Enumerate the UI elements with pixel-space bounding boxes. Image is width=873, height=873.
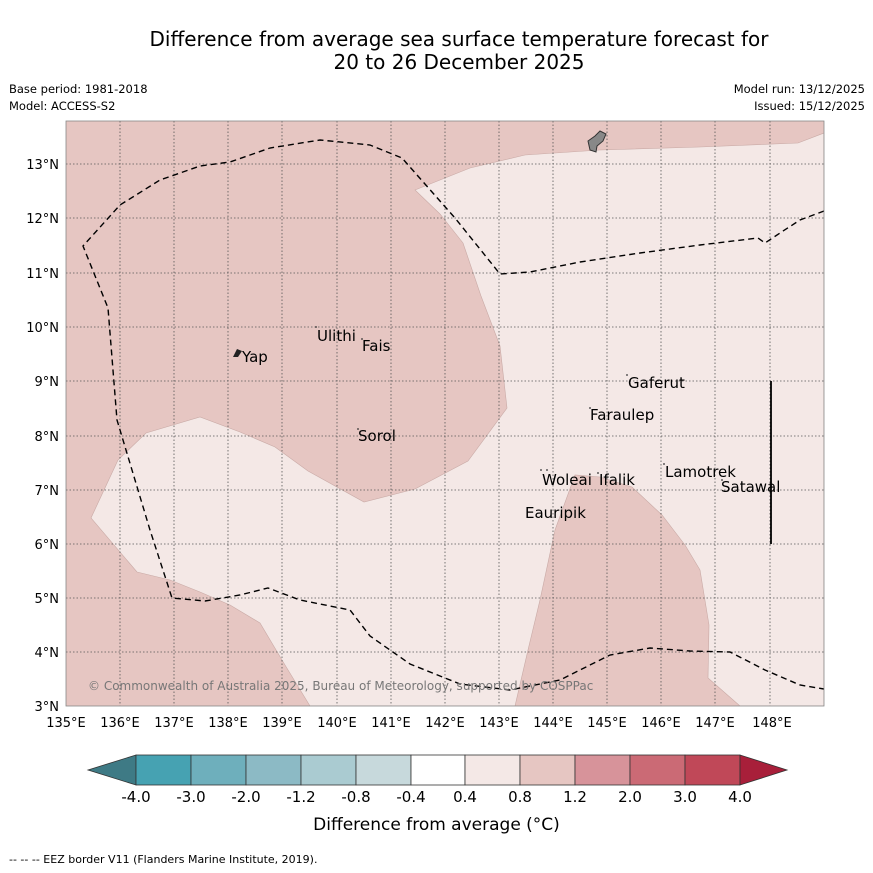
lat-label: 9°N [35,375,60,390]
colorbar-tick: 0.4 [453,788,477,806]
lon-label: 136°E [100,716,140,731]
lon-label: 144°E [533,716,573,731]
colorbar-tick: -0.8 [341,788,371,806]
colorbar-tick-labels: -4.0 -3.0 -2.0 -1.2 -0.8 -0.4 0.4 0.8 1.… [0,788,873,808]
issued-date: Issued: 15/12/2025 [754,99,865,113]
colorbar-tick: 4.0 [728,788,752,806]
lon-label: 145°E [587,716,627,731]
lat-label: 4°N [35,646,60,661]
lon-label: 141°E [371,716,411,731]
colorbar-tick: -0.4 [396,788,426,806]
colorbar-tick: -1.2 [286,788,316,806]
colorbar-tick: 0.8 [508,788,532,806]
lon-label: 140°E [317,716,357,731]
map-title-line1: Difference from average sea surface temp… [149,27,769,51]
colorbar [86,754,789,786]
label-gaferut: Gaferut [628,374,685,392]
lon-label: 146°E [641,716,681,731]
eez-border-line [82,139,824,691]
label-sorol: Sorol [358,427,396,445]
longitude-tick-labels: 135°E 136°E 137°E 138°E 139°E 140°E 141°… [46,716,792,731]
model-name: Model: ACCESS-S2 [9,99,116,113]
eez-legend-note: -- -- -- EEZ border V11 (Flanders Marine… [9,853,318,866]
colorbar-swatch [464,754,521,786]
latitude-tick-labels: 13°N 12°N 11°N 10°N 9°N 8°N 7°N 6°N 5°N … [26,158,59,715]
lat-label: 5°N [35,592,60,607]
map-title-line2: 20 to 26 December 2025 [333,50,585,74]
lon-label: 135°E [46,716,86,731]
copyright-credit: © Commonwealth of Australia 2025, Bureau… [88,679,593,693]
colorbar-title: Difference from average (°C) [313,815,560,835]
colorbar-tick: 2.0 [618,788,642,806]
colorbar-tick: 1.2 [563,788,587,806]
colorbar-swatch [300,754,357,786]
colorbar-swatch [574,754,631,786]
colorbar-swatch [135,754,192,786]
lat-label: 12°N [26,212,59,227]
lat-label: 8°N [35,430,60,445]
lon-label: 147°E [695,716,735,731]
colorbar-swatch [519,754,576,786]
colorbar-swatch [355,754,412,786]
colorbar-tick: -2.0 [231,788,261,806]
gridlines [66,121,824,706]
colorbar-over-arrow [739,754,789,786]
meta-right: Model run: 13/12/2025 Issued: 15/12/2025 [734,81,865,115]
place-labels: Yap Ulithi Fais Sorol Gaferut Faraulep W… [241,327,780,522]
colorbar-swatch [410,754,466,786]
label-eauripik: Eauripik [525,504,586,522]
lon-label: 142°E [425,716,465,731]
label-satawal: Satawal [721,478,780,496]
atoll-dots [315,326,723,481]
lat-label: 6°N [35,538,60,553]
lat-label: 13°N [26,158,59,173]
anomaly-band-0.4-0.8-east [90,132,824,706]
lat-label: 10°N [26,321,59,336]
colorbar-swatch [629,754,686,786]
lat-label: 11°N [26,267,59,282]
colorbar-swatch [245,754,302,786]
lon-label: 148°E [752,716,792,731]
lon-label: 139°E [262,716,302,731]
label-woleai: Woleai [542,471,592,489]
label-ifalik: Ifalik [599,471,635,489]
lat-label: 3°N [35,700,60,715]
colorbar-tick: -4.0 [121,788,151,806]
colorbar-swatch [190,754,247,786]
colorbar-under-arrow [86,754,137,786]
base-period: Base period: 1981-2018 [9,82,148,96]
colorbar-tick: 3.0 [673,788,697,806]
label-yap: Yap [241,348,268,366]
lon-label: 143°E [479,716,519,731]
colorbar-tick: -3.0 [176,788,206,806]
yap-island-shape [233,349,242,357]
map-title: Difference from average sea surface temp… [0,28,873,74]
lon-label: 138°E [208,716,248,731]
lat-label: 7°N [35,484,60,499]
label-ulithi: Ulithi [317,327,356,345]
model-run: Model run: 13/12/2025 [733,82,865,96]
label-lamotrek: Lamotrek [665,463,736,481]
lon-label: 137°E [154,716,194,731]
meta-left: Base period: 1981-2018 Model: ACCESS-S2 [9,81,148,115]
colorbar-swatch [684,754,741,786]
label-faraulep: Faraulep [590,406,654,424]
guam-island-shape [587,130,607,153]
label-fais: Fais [362,337,391,355]
